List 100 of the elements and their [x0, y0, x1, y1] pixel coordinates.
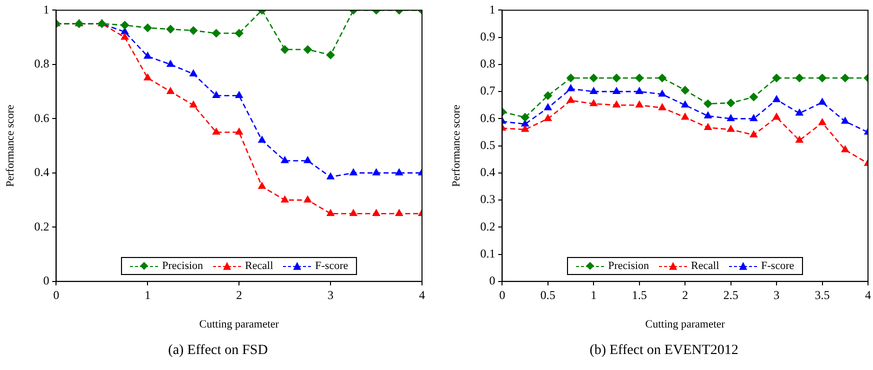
point [772, 113, 780, 120]
point [258, 182, 266, 189]
point [395, 209, 403, 216]
x-tick-label: 1 [590, 288, 597, 302]
x-tick-label: 2 [236, 288, 242, 302]
point [258, 136, 266, 143]
point [235, 91, 243, 98]
point [590, 74, 598, 82]
point [612, 74, 621, 82]
y-tick-label: 0.5 [480, 138, 496, 152]
point [304, 45, 312, 54]
point [704, 123, 712, 130]
x-tick-label: 4 [419, 288, 425, 302]
point [189, 26, 198, 35]
text: (a) Effect on FSD [167, 343, 269, 359]
legend-label: Precision [162, 260, 204, 272]
point [166, 25, 175, 34]
point [166, 60, 174, 67]
point [212, 29, 220, 38]
point [350, 209, 358, 216]
point [190, 70, 198, 76]
point [796, 109, 804, 116]
x-tick-label: 3.5 [814, 288, 830, 302]
point [680, 86, 690, 94]
point [212, 91, 220, 98]
x-tick-label: 3 [774, 288, 780, 302]
point [544, 91, 552, 100]
point [544, 114, 552, 122]
point [612, 100, 620, 108]
point [304, 196, 312, 202]
point [796, 136, 804, 143]
point [795, 74, 804, 82]
legend-label: Recall [691, 260, 720, 272]
point [727, 114, 735, 122]
point [567, 84, 574, 92]
legend-label: F-score [761, 260, 794, 272]
point [326, 209, 334, 216]
x-tick-label: 2.5 [723, 288, 738, 302]
point [520, 113, 530, 122]
x-axis-title: Cutting parameter [645, 318, 726, 330]
y-tick-label: 0.8 [480, 56, 496, 71]
point [281, 196, 289, 202]
point [350, 168, 358, 176]
point [612, 87, 620, 94]
point [166, 87, 174, 94]
point [635, 74, 644, 82]
y-tick-label: 0.1 [480, 246, 496, 260]
point [841, 146, 849, 152]
point [395, 168, 403, 176]
legend-label: Recall [245, 260, 274, 272]
x-tick-label: 0 [499, 288, 506, 302]
point [704, 112, 712, 118]
point [681, 100, 689, 108]
point [567, 96, 574, 103]
point [636, 100, 644, 108]
point [658, 104, 666, 110]
point [750, 130, 758, 138]
x-tick-label: 2 [682, 288, 688, 302]
point [521, 120, 529, 127]
point [235, 128, 243, 135]
point [372, 168, 380, 176]
text: (b) Effect on EVENT2012 [588, 343, 740, 359]
point [281, 156, 289, 164]
y-tick-label: 0.4 [480, 165, 496, 180]
y-tick-label: 0.6 [34, 110, 50, 125]
y-tick-label: 0.2 [480, 219, 496, 234]
y-axis-title: Performance score [4, 104, 16, 187]
y-tick-label: 0 [489, 274, 496, 288]
point [280, 45, 289, 54]
point [818, 118, 826, 126]
point [772, 74, 781, 82]
point [818, 74, 826, 82]
y-tick-label: 0.4 [34, 165, 50, 180]
point [658, 90, 666, 97]
point [772, 96, 780, 102]
y-tick-label: 0.8 [34, 56, 50, 71]
point [681, 113, 689, 120]
point [304, 156, 312, 164]
point [636, 87, 644, 94]
legend-label: Precision [608, 260, 650, 272]
y-tick-label: 0.6 [480, 110, 496, 125]
point [841, 117, 849, 124]
point [326, 50, 335, 60]
point [704, 100, 712, 108]
point [750, 92, 758, 102]
point [726, 98, 735, 108]
point [121, 28, 128, 34]
y-axis-title: Performance score [450, 104, 462, 187]
point [144, 24, 152, 32]
x-tick-label: 1.5 [632, 288, 647, 302]
point [566, 74, 575, 82]
x-axis-title: Cutting parameter [199, 318, 280, 330]
x-tick-label: 1 [144, 288, 151, 302]
x-tick-label: 0 [53, 288, 60, 302]
point [121, 33, 128, 40]
y-tick-label: 0 [43, 274, 50, 288]
point [521, 125, 529, 132]
y-tick-label: 0.3 [480, 192, 496, 206]
point [144, 52, 152, 59]
point [840, 74, 850, 82]
